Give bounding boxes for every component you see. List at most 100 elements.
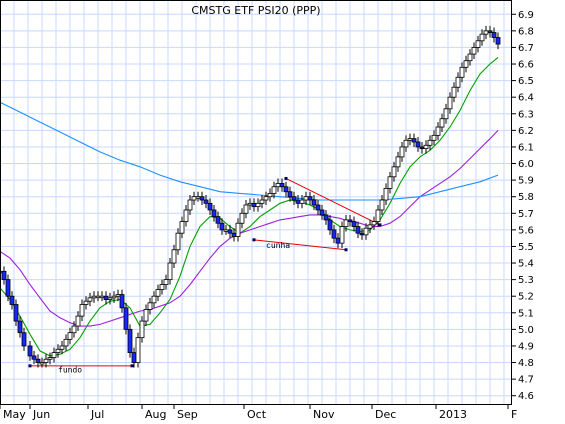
y-tick-label: 5.5: [518, 242, 534, 253]
candle-body: [483, 30, 489, 35]
candles: [0, 25, 501, 368]
candle-body: [283, 186, 289, 193]
candle-body: [455, 76, 461, 88]
candle-body: [55, 348, 61, 353]
candle-body: [39, 362, 45, 365]
y-tick-label: 5.4: [518, 259, 534, 270]
candle-body: [35, 358, 41, 363]
candle-body: [47, 357, 53, 360]
y-tick-label: 4.7: [518, 375, 534, 386]
candle-body: [195, 196, 201, 199]
x-tick-label: May: [3, 408, 26, 421]
candle-body: [163, 279, 169, 285]
y-tick-label: 5.8: [518, 192, 534, 203]
candle-body: [5, 279, 11, 297]
candle-body: [431, 134, 437, 141]
candle-body: [307, 196, 313, 201]
candle-body: [139, 320, 145, 339]
moving-average-line-2: [0, 130, 499, 327]
candle-body: [491, 32, 497, 38]
candle-body: [371, 221, 377, 226]
x-tick-label: 2013: [439, 408, 467, 421]
candle-body: [107, 297, 113, 300]
candle-body: [267, 192, 273, 198]
candle-body: [435, 126, 441, 136]
annotations: fundo cunha: [58, 241, 290, 374]
x-tick-label: Dec: [375, 408, 396, 421]
candle-body: [259, 199, 265, 204]
candle-body: [171, 249, 177, 264]
candle-body: [247, 202, 253, 206]
candle-body: [311, 199, 317, 206]
candle-body: [443, 108, 449, 120]
candle-body: [419, 146, 425, 150]
candle-body: [327, 219, 333, 231]
candle-body: [75, 315, 81, 327]
x-tick-label: Oct: [247, 408, 267, 421]
y-tick-label: 6.0: [518, 159, 534, 170]
candle-body: [467, 53, 473, 62]
y-tick-label: 6.3: [518, 109, 534, 120]
x-tick-label: Jul: [90, 408, 104, 421]
candle-body: [359, 232, 365, 236]
candle-body: [335, 237, 341, 244]
y-tick-label: 6.9: [518, 10, 534, 21]
y-tick-label: 6.6: [518, 60, 534, 71]
x-tick-label: Nov: [313, 408, 335, 421]
trendline-endpoint: [284, 176, 288, 180]
candle-body: [231, 232, 237, 237]
candle-body: [479, 33, 485, 42]
y-tick-label: 6.4: [518, 93, 534, 104]
trendline-endpoint: [28, 364, 32, 368]
candle-body: [59, 345, 65, 350]
candle-body: [167, 262, 173, 281]
candle-body: [219, 222, 225, 231]
candle-body: [187, 199, 193, 211]
y-tick-label: 5.7: [518, 209, 534, 220]
candle-body: [243, 204, 249, 214]
candle-body: [115, 294, 121, 297]
candle-body: [351, 221, 357, 227]
moving-average-line-1: [0, 56, 499, 357]
y-tick-label: 6.5: [518, 76, 534, 87]
candle-body: [403, 139, 409, 148]
candle-body: [255, 202, 261, 208]
candle-body: [495, 37, 501, 45]
candle-body: [343, 219, 349, 227]
chart-annotation: fundo: [58, 365, 82, 374]
candle-body: [239, 212, 245, 224]
y-tick-label: 4.6: [518, 391, 534, 402]
candle-body: [367, 224, 373, 229]
candle-body: [27, 345, 33, 357]
candle-body: [379, 199, 385, 211]
y-tick-label: 5.6: [518, 225, 534, 236]
candle-body: [295, 199, 301, 204]
candle-body: [175, 232, 181, 251]
moving-averages: [0, 56, 499, 357]
candle-body: [383, 188, 389, 201]
candle-body: [375, 209, 381, 222]
candle-body: [135, 337, 141, 363]
candle-body: [355, 226, 361, 234]
x-tick-label: Jun: [32, 408, 50, 421]
y-tick-label: 6.2: [518, 126, 534, 137]
y-tick-label: 6.1: [518, 142, 534, 153]
candle-body: [159, 284, 165, 290]
candle-body: [275, 183, 281, 188]
candle-body: [363, 227, 369, 236]
trendlines: [28, 176, 382, 368]
candle-body: [183, 209, 189, 222]
candle-body: [471, 47, 477, 55]
candle-body: [119, 294, 125, 309]
candle-body: [131, 352, 137, 363]
candle-body: [291, 196, 297, 201]
candle-body: [279, 183, 285, 188]
candle-body: [43, 358, 49, 363]
candle-body: [407, 138, 413, 141]
candle-body: [387, 176, 393, 189]
candle-body: [287, 191, 293, 198]
y-tick-label: 4.9: [518, 341, 534, 352]
candle-body: [395, 156, 401, 168]
candle-body: [13, 304, 19, 322]
y-tick-label: 4.8: [518, 358, 534, 369]
